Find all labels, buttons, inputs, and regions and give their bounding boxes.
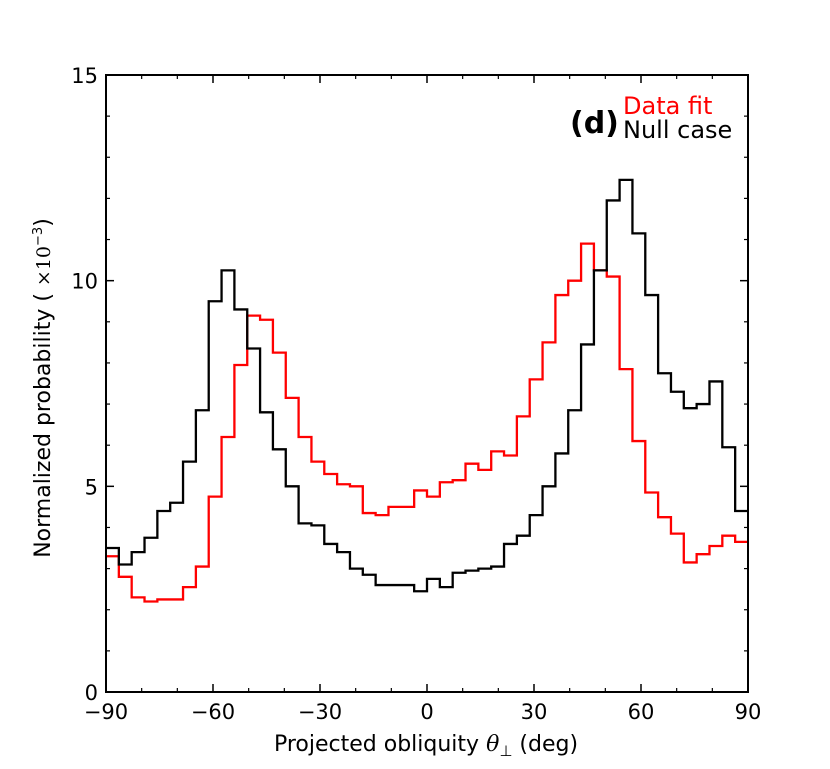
y-axis-label-exponent: −3 [31, 227, 46, 246]
y-axis-label: Normalized probability ( ×10−3) [31, 218, 56, 558]
y-tick-label: 10 [71, 270, 98, 294]
y-axis-label-factor: ×10 [33, 246, 55, 286]
y-axis-label-close: ) [31, 218, 56, 227]
x-tick-label: −60 [191, 700, 235, 724]
x-tick-label: 0 [420, 700, 433, 724]
x-axis-label-subscript: ⊥ [499, 742, 512, 760]
y-axis-label-text: Normalized probability ( [31, 293, 56, 558]
x-tick-label: 30 [521, 700, 548, 724]
x-tick-label: −30 [298, 700, 342, 724]
series-layer [106, 178, 748, 603]
legend-null-case: Null case [623, 116, 732, 144]
y-tick-label: 5 [85, 475, 98, 499]
series-line-data-fit [106, 242, 748, 603]
series-line-null-case [106, 178, 748, 593]
panel-label: (d) [570, 106, 619, 141]
x-axis-label-symbol: θ [486, 732, 499, 757]
plot-frame [105, 74, 749, 693]
x-tick-label: 90 [735, 700, 762, 724]
y-tick-label: 0 [85, 681, 98, 705]
y-tick-label: 15 [71, 64, 98, 88]
legend-data-fit: Data fit [623, 92, 712, 120]
x-tick-label: 60 [628, 700, 655, 724]
tick-layer: −90 −60 −30 0 30 60 90 0 5 10 15 [71, 64, 761, 724]
x-axis-label: Projected obliquity θ⊥ (deg) [274, 732, 578, 762]
x-tick-label: −90 [84, 700, 128, 724]
x-axis-label-unit: (deg) [519, 732, 578, 757]
x-axis-label-text: Projected obliquity [274, 732, 479, 757]
